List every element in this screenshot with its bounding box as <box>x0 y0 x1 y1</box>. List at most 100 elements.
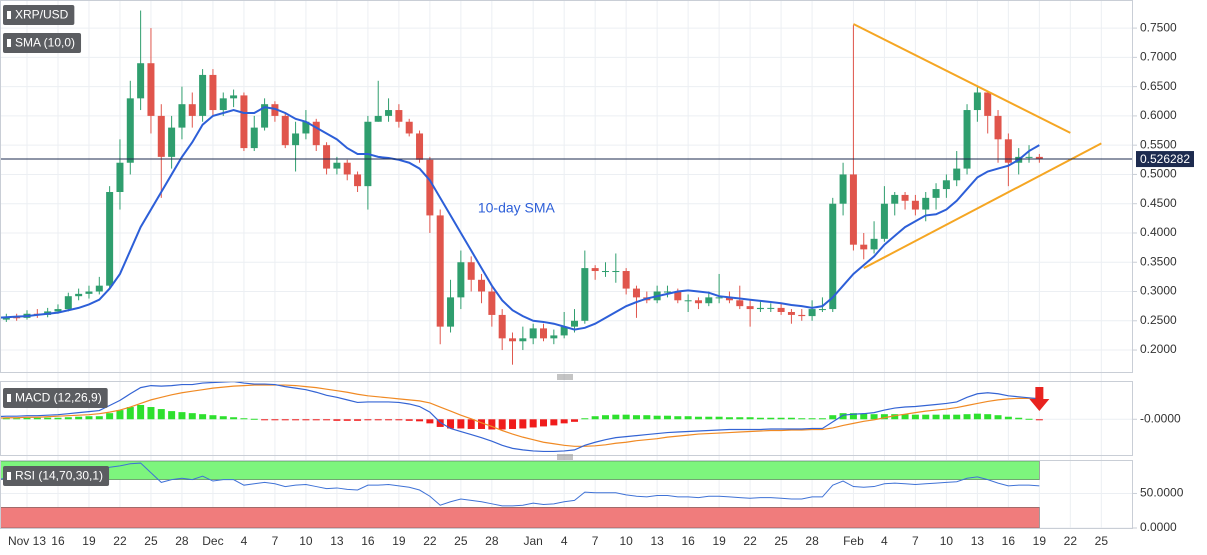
candle-body <box>137 63 145 99</box>
macd-histogram-bar <box>953 414 961 420</box>
x-tick-label: 13 <box>330 534 344 548</box>
x-tick-label: 25 <box>1095 534 1109 548</box>
macd-histogram-bar <box>529 419 537 428</box>
y-tick-label: 0.0000 <box>1140 520 1177 534</box>
candle-body <box>540 328 548 339</box>
x-tick-label: 19 <box>392 534 406 548</box>
candle-body <box>147 63 155 116</box>
macd-histogram-bar <box>64 417 72 420</box>
candle-body <box>157 115 165 157</box>
candle-body <box>684 300 692 302</box>
candle-body <box>694 300 702 304</box>
macd-histogram-bar <box>426 419 434 424</box>
x-tick-label: Dec <box>202 534 223 548</box>
candle-body <box>333 162 341 169</box>
candle-body <box>54 309 62 312</box>
candle-body <box>106 192 114 286</box>
badge-marker <box>7 472 11 480</box>
rsi-frame <box>0 460 1133 529</box>
candle-body <box>994 115 1002 140</box>
macd-histogram-bar <box>498 419 506 430</box>
macd-histogram-bar <box>581 418 589 420</box>
macd-histogram-bar <box>756 417 764 420</box>
macd-histogram-bar <box>436 419 444 427</box>
macd-histogram-bar <box>663 415 671 420</box>
candle-body <box>281 115 289 146</box>
candle-body <box>725 297 733 301</box>
overbought-band <box>0 461 1040 480</box>
candle-body <box>1025 156 1033 158</box>
y-tick-label: 0.7500 <box>1140 20 1177 34</box>
candle-body <box>622 271 630 289</box>
macd-histogram-bar <box>808 418 816 420</box>
y-tick-label: 0.7000 <box>1140 50 1177 64</box>
y-tick-label: 50.0000 <box>1140 486 1184 500</box>
macd-histogram-bar <box>1004 416 1012 420</box>
candle-body <box>374 115 382 122</box>
axes: Nov 13 16 19 22 25 28 Dec 4 7 10 13 16 19 22 25 28 Jan 4 7… <box>0 0 1194 548</box>
y-tick-label: 0.6500 <box>1140 79 1177 93</box>
macd-histogram-bar <box>333 419 341 421</box>
candle-body <box>447 297 455 327</box>
macd-histogram-bar <box>209 415 217 420</box>
macd-histogram-bar <box>95 416 103 420</box>
candle-body <box>674 291 682 301</box>
trend-line <box>852 23 1071 134</box>
x-tick-label: 4 <box>881 534 888 548</box>
candle-body <box>312 121 320 146</box>
macd-histogram-bar <box>75 416 83 420</box>
candle-body <box>354 174 362 187</box>
macd-histogram-bar <box>374 419 382 421</box>
candle-body <box>250 127 258 149</box>
macd-histogram-bar <box>1035 419 1043 421</box>
macd-histogram-bar <box>33 417 41 420</box>
current-price-label: 0.526282 <box>1140 152 1190 166</box>
x-tick-label: 16 <box>361 534 375 548</box>
macd-histogram-bar <box>922 414 930 420</box>
macd-histogram-bar <box>230 417 238 420</box>
macd-histogram-bar <box>364 419 372 421</box>
panel-handle[interactable] <box>557 454 573 460</box>
macd-histogram-bar <box>292 419 300 421</box>
down-arrow <box>1029 387 1050 411</box>
candle-body <box>271 104 279 116</box>
x-tick-label: 28 <box>805 534 819 548</box>
oversold-band <box>0 507 1040 529</box>
signal-line <box>0 384 1040 447</box>
x-tick-label: 16 <box>1002 534 1016 548</box>
macd-histogram-bar <box>963 414 971 420</box>
panel-handle[interactable] <box>557 374 573 380</box>
x-tick-label: 22 <box>743 534 757 548</box>
macd-histogram-bar <box>126 407 134 420</box>
candle-body <box>798 314 806 317</box>
candle-body <box>199 74 207 116</box>
candle-body <box>478 279 486 292</box>
macd-histogram-bar <box>1025 418 1033 420</box>
macd-histogram-bar <box>416 419 424 422</box>
macd-histogram-bar <box>994 415 1002 420</box>
macd-histogram-bar <box>354 419 362 421</box>
candle-body <box>116 162 124 192</box>
candle-body <box>405 121 413 134</box>
y-tick-label: 0.5500 <box>1140 137 1177 151</box>
badge-marker <box>7 39 11 47</box>
macd-histogram-bar <box>281 419 289 421</box>
trend-line <box>863 142 1102 269</box>
macd-histogram-bar <box>746 417 754 420</box>
candle-body <box>436 215 444 327</box>
candle-body <box>601 271 609 273</box>
badge-marker <box>7 11 11 19</box>
y-tick-label: -0.0000 <box>1140 411 1181 425</box>
candle-body <box>570 320 578 327</box>
macd-histogram-bar <box>271 419 279 421</box>
y-tick-label: 0.2500 <box>1140 313 1177 327</box>
macd-histogram-bar <box>302 419 310 421</box>
panel-badge <box>3 33 82 53</box>
candle-body <box>787 312 795 315</box>
macd-histogram-bar <box>901 414 909 420</box>
macd-histogram-bar <box>178 412 186 420</box>
candle-body <box>591 268 599 272</box>
panel-badge <box>3 5 75 25</box>
candle-body <box>467 262 475 280</box>
candle-body <box>519 338 527 342</box>
